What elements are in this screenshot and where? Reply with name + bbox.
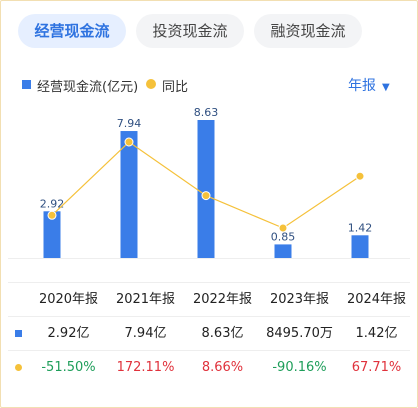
line-series-icon	[15, 364, 22, 371]
bar	[120, 131, 138, 258]
bar-data-label: 8.63	[194, 106, 219, 119]
table-cell: -90.16%	[272, 360, 327, 375]
table-header-cell: 2023年报	[269, 292, 330, 307]
bar-data-label: 0.85	[271, 230, 296, 243]
bar-data-label: 7.94	[117, 117, 142, 130]
bar-data-label: 1.42	[348, 221, 373, 234]
bar-legend-swatch	[22, 80, 31, 89]
cashflow-chart: 2.92 7.94 8.63 0.85 1.42	[8, 106, 410, 259]
table-cell: -51.50%	[41, 360, 96, 375]
bar	[197, 120, 215, 258]
table-cell: 2.92亿	[47, 326, 90, 341]
yoy-point	[124, 137, 134, 147]
table-cell: 7.94亿	[124, 326, 167, 341]
table-cell: 8495.70万	[266, 326, 333, 341]
line-legend-label: 同比	[162, 80, 189, 95]
table-cell: 1.42亿	[355, 326, 398, 341]
table-header-cell: 2021年报	[115, 292, 176, 307]
table-header-cell: 2022年报	[192, 292, 253, 307]
table-cell: 8.66%	[201, 360, 244, 375]
yoy-point	[201, 191, 211, 201]
line-legend-swatch	[146, 79, 156, 89]
table-header-cell: 2024年报	[346, 292, 407, 307]
table-header-row: 2020年报 2021年报 2022年报 2023年报 2024年报	[8, 282, 410, 316]
yoy-point	[47, 210, 57, 220]
yoy-point	[278, 223, 288, 233]
bar	[274, 244, 292, 258]
period-selector[interactable]: 年报 ▼	[348, 75, 390, 95]
yoy-point	[355, 171, 365, 181]
bar-series-icon	[15, 330, 22, 337]
bar-data-label: 2.92	[40, 197, 65, 210]
bar-legend-label: 经营现金流(亿元)	[37, 80, 139, 95]
tab-operating-cashflow[interactable]: 经营现金流	[18, 14, 126, 48]
table-value-row: 2.92亿 7.94亿 8.63亿 8495.70万 1.42亿	[8, 316, 410, 350]
dropdown-caret-icon: ▼	[382, 82, 390, 93]
table-cell: 67.71%	[351, 360, 402, 375]
tab-financing-cashflow[interactable]: 融资现金流	[254, 14, 362, 48]
table-cell: 8.63亿	[201, 326, 244, 341]
tab-investing-cashflow[interactable]: 投资现金流	[136, 14, 244, 48]
bar	[43, 211, 61, 258]
table-header-cell: 2020年报	[38, 292, 99, 307]
bar	[351, 235, 369, 258]
table-yoy-row: -51.50% 172.11% 8.66% -90.16% 67.71%	[8, 350, 410, 384]
table-cell: 172.11%	[116, 360, 175, 375]
period-selector-label: 年报	[348, 78, 376, 94]
